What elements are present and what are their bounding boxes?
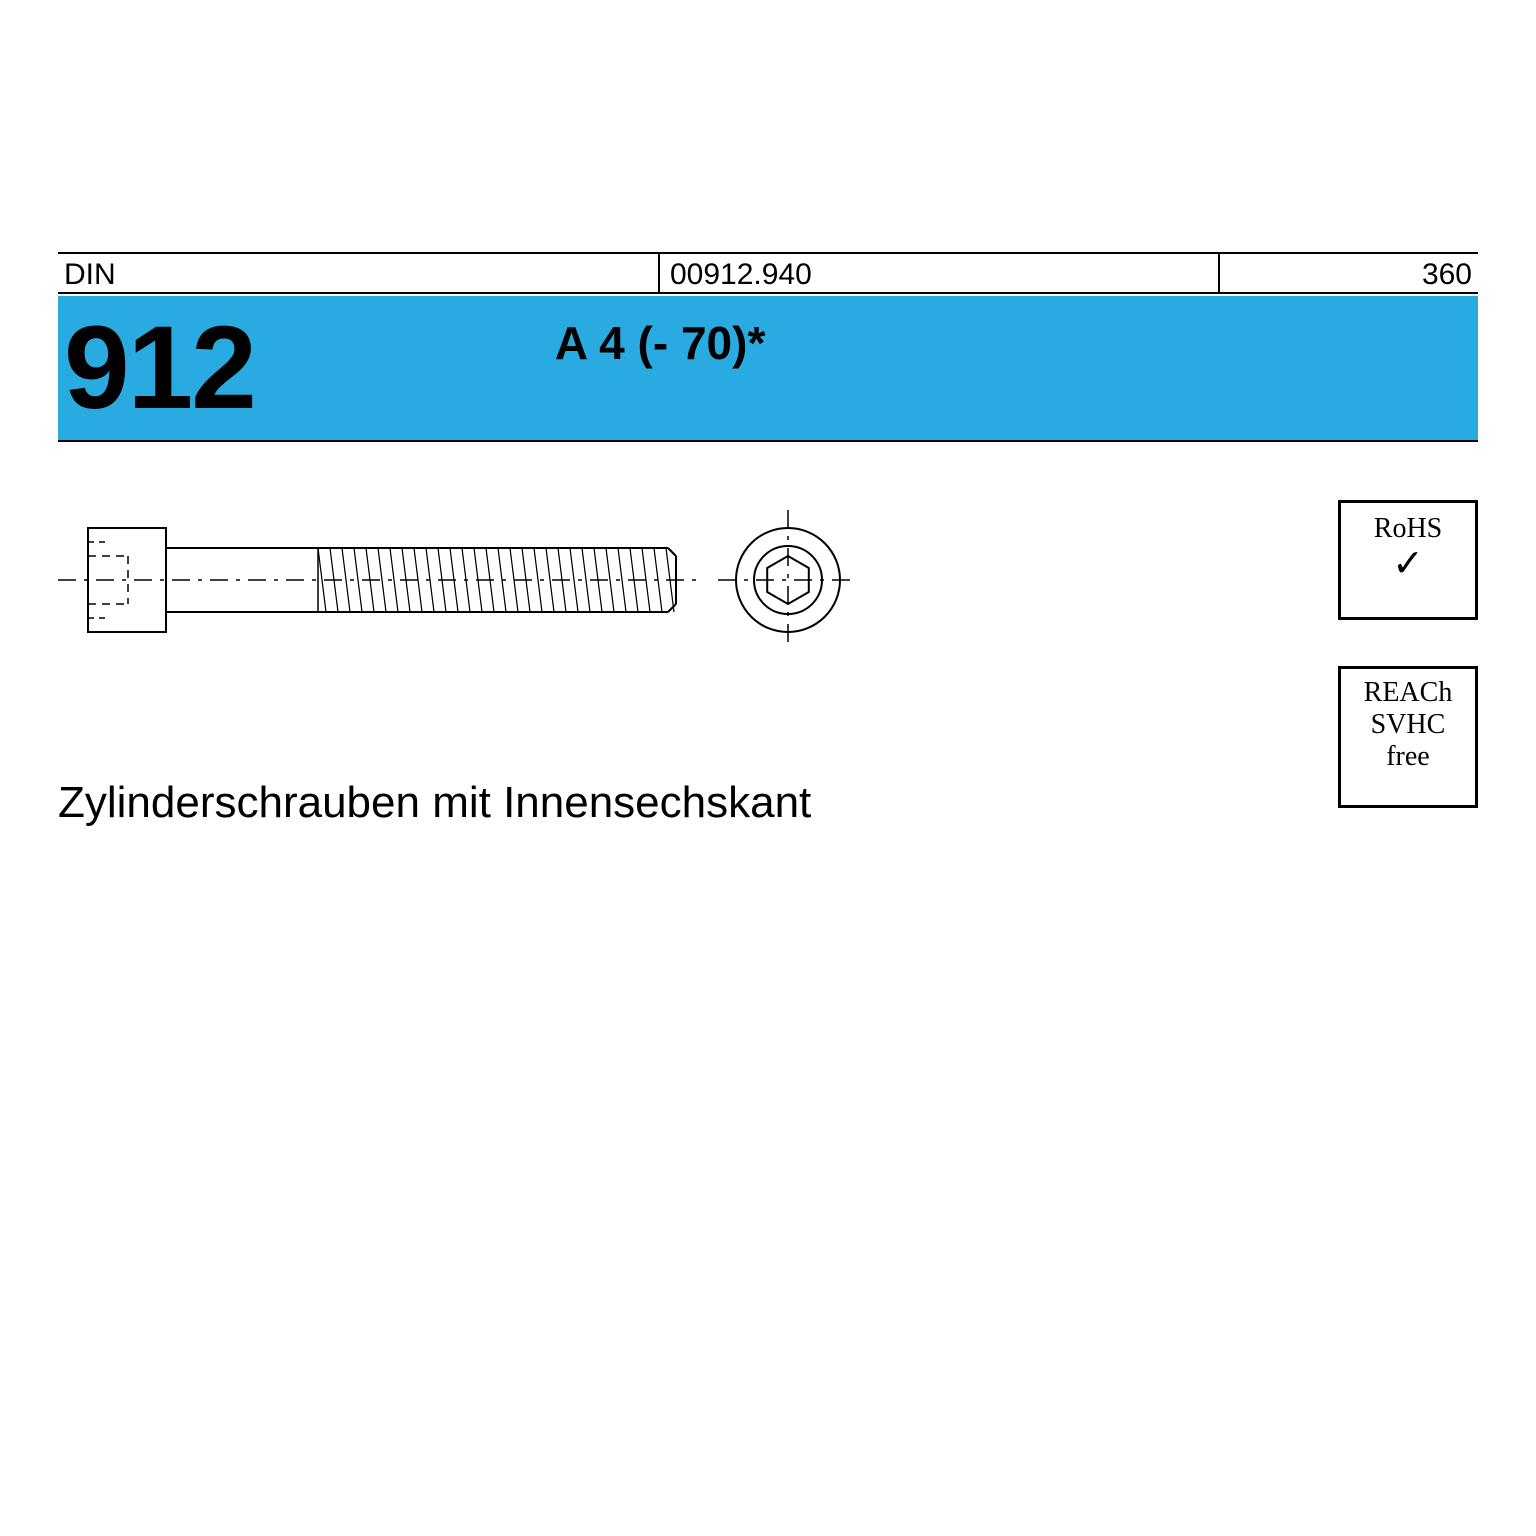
header-col-code: 00912.940 (658, 254, 1218, 292)
reach-line2: SVHC (1341, 709, 1475, 741)
technical-drawing: RoHS ✓ REACh SVHC free (58, 500, 1478, 820)
reach-line1: REACh (1341, 677, 1475, 709)
screw-diagram-icon (58, 500, 878, 670)
header-col-qty: 360 (1218, 254, 1478, 292)
reach-line3: free (1341, 741, 1475, 773)
standard-number: 912 (58, 309, 255, 427)
check-icon: ✓ (1341, 545, 1475, 583)
material-grade: A 4 (- 70)* (555, 316, 765, 370)
spec-header-row: DIN 00912.940 360 (58, 252, 1478, 294)
standard-row: 912 A 4 (- 70)* (58, 296, 1478, 442)
rohs-badge: RoHS ✓ (1338, 500, 1478, 620)
header-col-standard: DIN (58, 254, 658, 292)
rohs-label: RoHS (1341, 513, 1475, 545)
reach-badge: REACh SVHC free (1338, 666, 1478, 808)
product-description: Zylinderschrauben mit Innensechskant (58, 778, 811, 828)
